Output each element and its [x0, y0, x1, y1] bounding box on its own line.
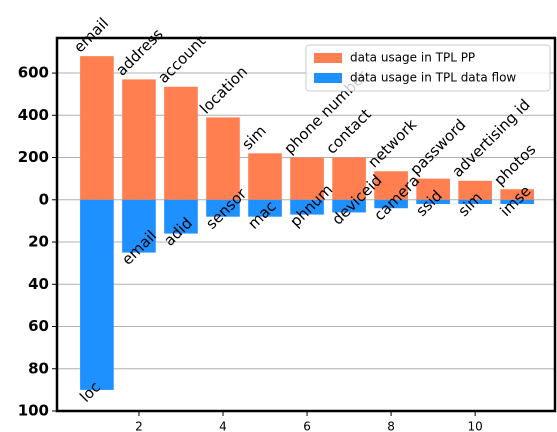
- bar-label: location: [196, 63, 251, 118]
- y-tick-label: 20: [28, 233, 49, 251]
- y-tick-label: 80: [28, 359, 49, 377]
- bar-label: email: [70, 14, 112, 56]
- y-tick-label: 200: [18, 148, 49, 166]
- y-tick-label: 60: [28, 317, 49, 335]
- bar: [80, 56, 114, 200]
- bar: [164, 199, 198, 234]
- x-tick-label: 4: [219, 420, 227, 432]
- x-tick-label: 6: [303, 420, 311, 432]
- bar: [206, 199, 240, 217]
- bar: [416, 178, 450, 200]
- bar: [248, 199, 282, 217]
- bar: [164, 86, 198, 200]
- bar: [206, 117, 240, 200]
- bar: [332, 199, 366, 213]
- bar: [122, 79, 156, 200]
- bar: [290, 157, 324, 200]
- y-tick-label: 400: [18, 106, 49, 124]
- bar: [80, 199, 114, 390]
- legend: [305, 44, 551, 92]
- bar: [416, 199, 450, 205]
- y-tick-label: 40: [28, 275, 49, 293]
- y-tick-label: 100: [18, 402, 49, 420]
- bar-label: sim: [238, 122, 270, 154]
- bar: [122, 199, 156, 253]
- bar-label: photos: [490, 140, 539, 189]
- y-tick-label: 0: [39, 190, 49, 208]
- bar: [248, 153, 282, 200]
- bar: [374, 199, 408, 209]
- bar: [332, 157, 366, 200]
- bar: [500, 199, 534, 205]
- legend-label: data usage in TPL PP: [350, 51, 475, 65]
- legend-label: data usage in TPL data flow: [350, 71, 516, 85]
- y-tick-label: 600: [18, 64, 49, 82]
- x-tick-label: 10: [468, 420, 483, 432]
- bar: [290, 199, 324, 215]
- bar: [374, 171, 408, 200]
- legend-swatch: [314, 73, 342, 83]
- bar: [458, 180, 492, 200]
- x-tick-label: 8: [387, 420, 395, 432]
- legend-swatch: [314, 53, 342, 63]
- bar: [458, 199, 492, 205]
- bar: [500, 189, 534, 200]
- plot-frame: [55, 36, 557, 413]
- x-tick-label: 2: [135, 420, 143, 432]
